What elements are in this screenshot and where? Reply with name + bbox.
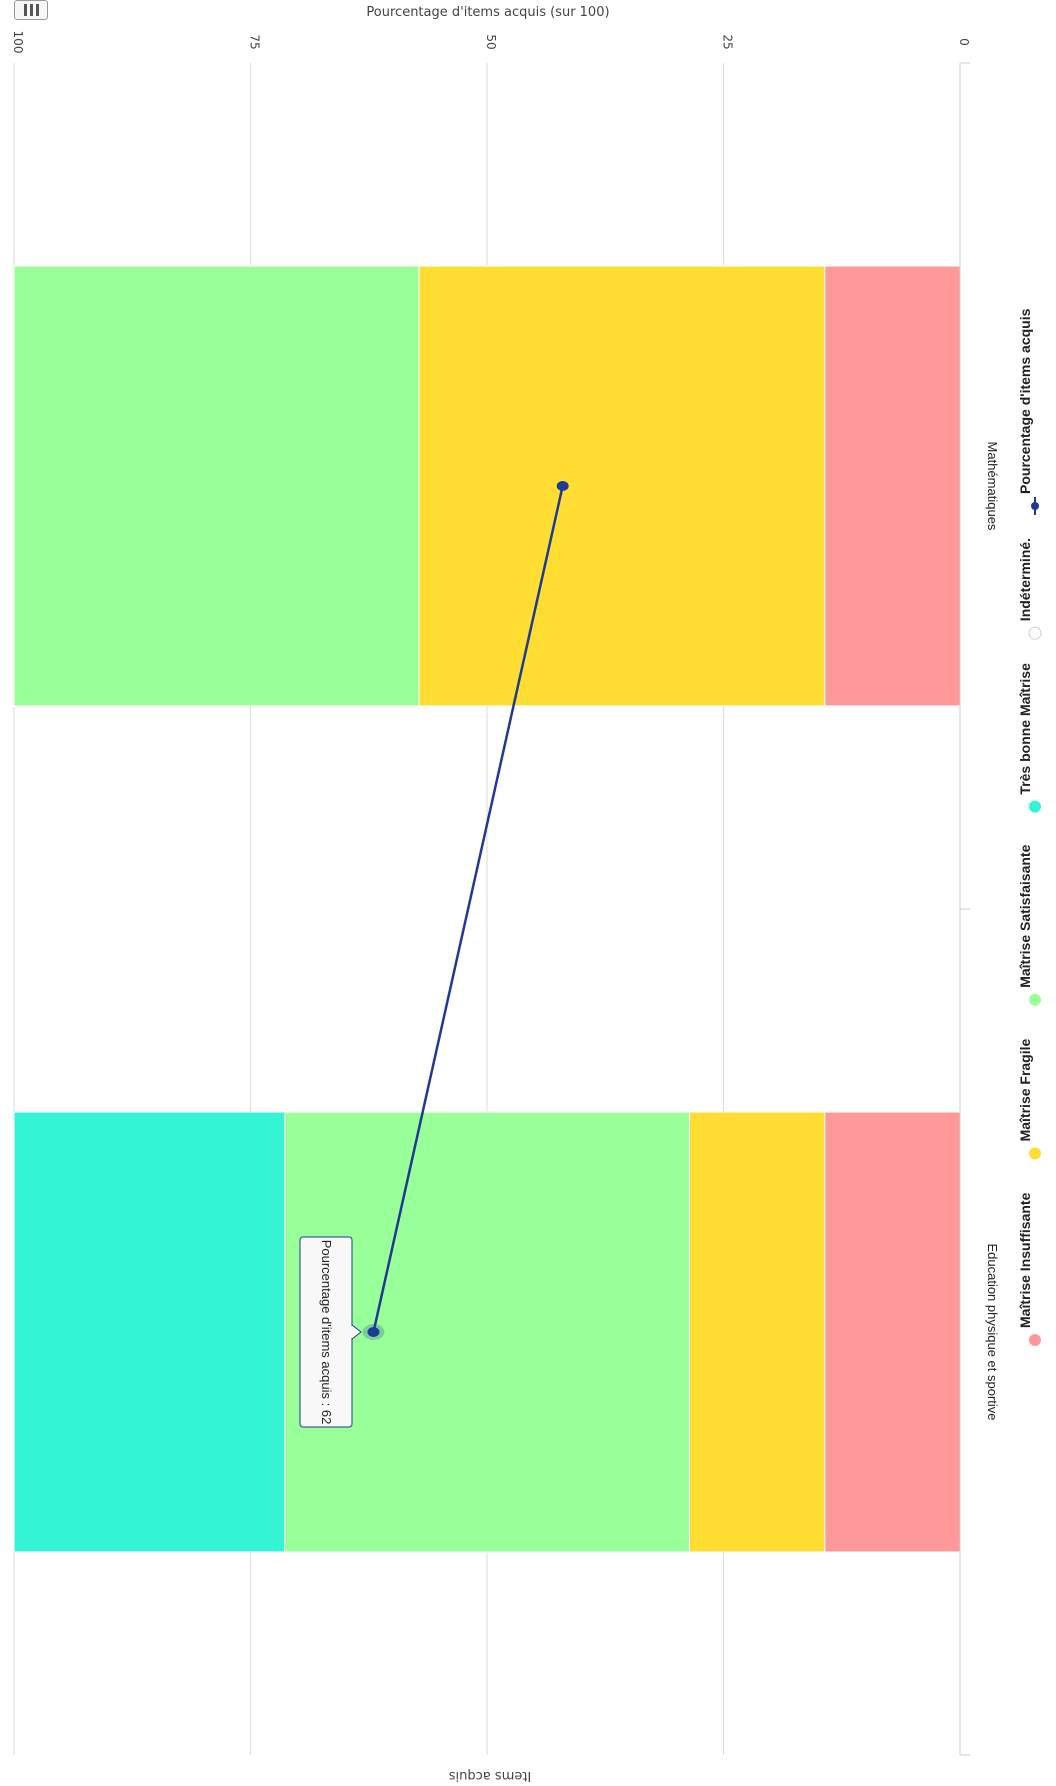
series-line xyxy=(372,485,564,1333)
legend-label: Très bonne Maîtrise xyxy=(1017,663,1033,795)
value-axis-title: Pourcentage d'items acquis (sur 100) xyxy=(366,5,609,20)
legend-label: Pourcentage d'items acquis xyxy=(1017,308,1033,494)
legend-item-4[interactable]: Indéterminé. xyxy=(1017,538,1042,640)
category-label-1: Education physique et sportive xyxy=(985,1243,1000,1420)
tick-label-25: 25 xyxy=(721,34,735,49)
chart-menu-button[interactable] xyxy=(14,0,48,20)
legend-swatch xyxy=(1029,1147,1041,1160)
bar-1-très-bonne-maîtrise[interactable] xyxy=(13,1111,286,1553)
tick-label-100: 100 xyxy=(11,31,25,54)
legend-item-5[interactable]: Pourcentage d'items acquis xyxy=(1017,308,1039,515)
legend-item-2[interactable]: Maîtrise Satisfaisante xyxy=(1017,844,1041,1006)
tooltip-box: Pourcentage d'items acquis : 62 xyxy=(299,1236,362,1428)
tick-label-75: 75 xyxy=(248,34,262,49)
series-point-1[interactable] xyxy=(367,1327,380,1337)
legend-item-1[interactable]: Maîtrise Fragile xyxy=(1017,1038,1041,1160)
legend-label: Maîtrise Fragile xyxy=(1017,1038,1033,1141)
bars xyxy=(13,265,961,1553)
bar-1-maîtrise-fragile[interactable] xyxy=(688,1111,826,1553)
legend-label: Maîtrise Satisfaisante xyxy=(1017,844,1033,987)
tick-label-0: 0 xyxy=(957,38,971,46)
legend: Maîtrise Insuffisante Maîtrise Fragile Maî… xyxy=(1017,308,1042,1346)
bar-0-maîtrise-satisfaisante[interactable] xyxy=(13,265,420,707)
legend-item-3[interactable]: Très bonne Maîtrise xyxy=(1017,663,1041,813)
tooltip-text: Pourcentage d'items acquis : 62 xyxy=(319,1240,334,1425)
legend-label: Indéterminé. xyxy=(1017,538,1033,621)
legend-point-marker xyxy=(1031,502,1039,510)
tick-label-50: 50 xyxy=(484,34,498,49)
legend-label: Maîtrise Insuffisante xyxy=(1017,1192,1033,1328)
bar-0-maîtrise-insuffisante[interactable] xyxy=(824,265,961,707)
bar-0-maîtrise-fragile[interactable] xyxy=(418,265,826,707)
series-point-0[interactable] xyxy=(556,481,569,491)
category-label-0: Mathématiques xyxy=(985,442,1000,531)
legend-swatch xyxy=(1028,626,1042,640)
hamburger-icon xyxy=(23,4,39,16)
legend-item-0[interactable]: Maîtrise Insuffisante xyxy=(1017,1192,1041,1346)
bar-1-maîtrise-insuffisante[interactable] xyxy=(824,1111,961,1553)
legend-swatch xyxy=(1029,800,1041,813)
axes: 0 25 50 75 100 Mathématiques Education physiqu… xyxy=(11,5,1000,1783)
line-series xyxy=(362,481,569,1340)
category-axis-title: Items acquis xyxy=(449,1768,532,1783)
legend-swatch xyxy=(1029,1334,1041,1346)
tooltip: Pourcentage d'items acquis : 62 xyxy=(299,1236,362,1428)
tooltip-pointer-mask xyxy=(351,1326,353,1338)
legend-swatch xyxy=(1029,993,1041,1006)
